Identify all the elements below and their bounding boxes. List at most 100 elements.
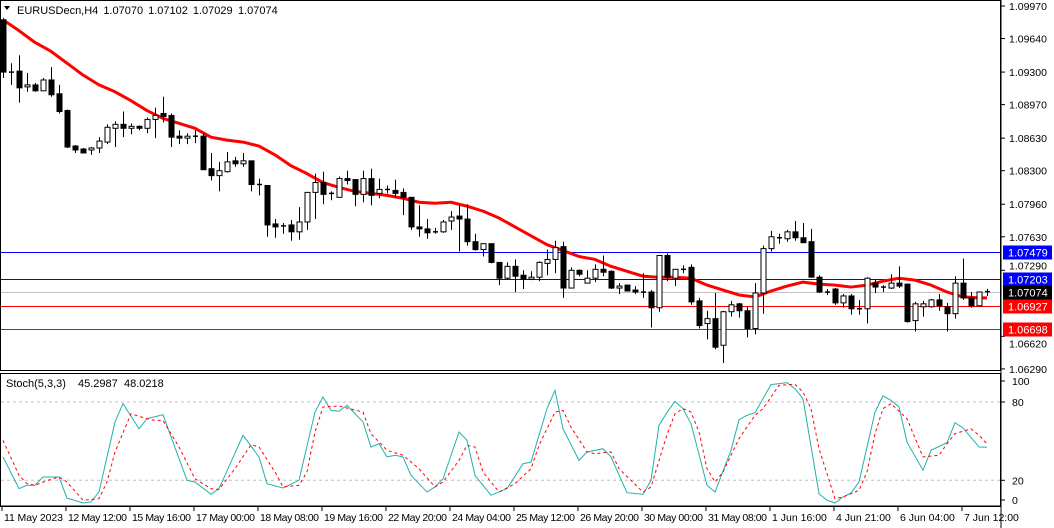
time-tick-label: 30 May 00:00 — [644, 512, 703, 524]
price-levels — [1, 252, 1000, 330]
candle-body — [592, 268, 599, 279]
stoch-main-line — [2, 382, 988, 504]
price-tick-label: 1.09300 — [1009, 67, 1047, 79]
candle-body — [624, 284, 631, 292]
candle-body — [152, 114, 159, 120]
candle-body — [928, 299, 935, 308]
candle — [912, 301, 919, 332]
candle-body — [392, 189, 399, 194]
candle-body — [920, 303, 927, 308]
candle-body — [24, 84, 31, 88]
candle-body — [208, 168, 215, 177]
candle-body — [456, 215, 463, 220]
candle-body — [144, 118, 151, 129]
candle — [152, 107, 159, 139]
candle — [552, 240, 559, 274]
candle — [200, 133, 207, 171]
triangle-down-icon[interactable] — [4, 6, 10, 10]
candle-body — [648, 291, 655, 309]
time-tick-label: 1 Jun 16:00 — [772, 512, 827, 524]
candle — [312, 173, 319, 220]
candle — [944, 302, 951, 332]
price-level-box — [1003, 285, 1052, 300]
candle — [360, 170, 367, 203]
candles — [0, 17, 990, 364]
candle — [632, 286, 639, 294]
candle — [272, 219, 279, 238]
candle-body — [816, 276, 823, 293]
candle-body — [176, 135, 183, 139]
candle-body — [976, 291, 983, 307]
candle — [616, 283, 623, 294]
candle — [872, 279, 879, 293]
time-tick-label: 6 Jun 04:00 — [900, 512, 955, 524]
candle — [504, 262, 511, 280]
candle-body — [576, 269, 583, 275]
candle — [352, 179, 359, 207]
candle-body — [184, 135, 191, 139]
candle-body — [848, 295, 855, 310]
header-close: 1.07074 — [238, 5, 278, 17]
stoch-main-value: 45.2987 — [78, 378, 118, 390]
candle-body — [568, 269, 575, 289]
candle — [104, 124, 111, 145]
candle — [208, 152, 215, 181]
candle-body — [440, 221, 447, 233]
time-tick-label: 12 May 12:00 — [68, 512, 127, 524]
candle — [688, 264, 695, 305]
candle — [488, 243, 495, 264]
candle-body — [248, 160, 255, 186]
candle-body — [544, 258, 551, 264]
candle — [752, 283, 759, 335]
candle-body — [712, 318, 719, 348]
price-level-box — [1003, 322, 1052, 337]
candle-body — [512, 265, 519, 277]
candle — [281, 222, 286, 234]
candle — [304, 191, 311, 230]
candle-body — [936, 299, 943, 307]
price-level-box — [1003, 272, 1052, 287]
candle-body — [560, 246, 567, 289]
candle — [641, 273, 646, 298]
candle — [160, 96, 167, 123]
candle-body — [104, 126, 111, 143]
candle — [424, 219, 431, 239]
candle-body — [232, 160, 239, 165]
price-level-box — [1003, 299, 1052, 314]
candle — [456, 205, 463, 252]
candle-body — [968, 297, 975, 307]
candle-body — [360, 178, 367, 195]
price-tick-label: 1.08970 — [1009, 100, 1047, 112]
candle — [896, 266, 903, 289]
candle — [368, 168, 375, 206]
candle-body — [528, 276, 535, 280]
price-tick-label: 1.06620 — [1009, 339, 1047, 351]
candle-body — [40, 79, 47, 92]
candle — [881, 285, 886, 292]
candle — [936, 293, 943, 311]
candle-body — [688, 266, 695, 303]
candle — [336, 176, 343, 198]
candle — [32, 82, 39, 92]
candle-body — [584, 277, 591, 284]
candle — [288, 220, 295, 241]
candle — [136, 125, 143, 131]
candle — [400, 188, 407, 216]
candle — [600, 255, 607, 277]
candle-body — [808, 241, 815, 278]
candle-body — [56, 93, 63, 113]
candle-body — [96, 140, 103, 149]
candle — [664, 253, 671, 282]
time-tick-label: 22 May 20:00 — [388, 512, 447, 524]
price-level-label: 1.07203 — [1008, 275, 1048, 287]
candle — [768, 230, 775, 252]
candle — [528, 271, 535, 281]
candle-body — [768, 236, 775, 250]
candle — [656, 255, 663, 312]
candle — [80, 148, 87, 154]
candle-body — [80, 148, 87, 154]
candle — [496, 261, 503, 286]
stoch-lines — [2, 382, 988, 504]
candle-body — [368, 178, 375, 196]
